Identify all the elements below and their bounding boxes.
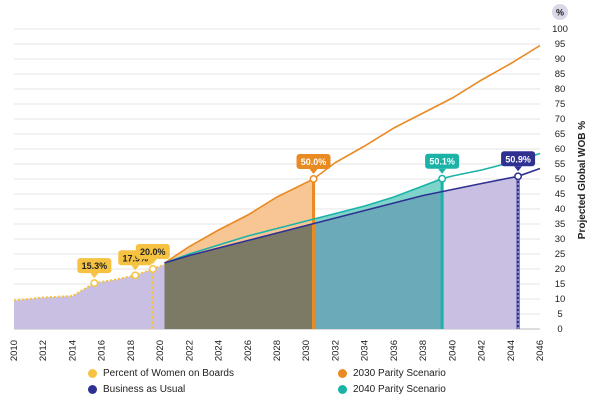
y-tick-label-30: 30	[555, 234, 566, 245]
y-tick-label-45: 45	[555, 189, 566, 200]
y-tick-label-70: 70	[555, 114, 566, 125]
legend-item-business-as-usual: Business as Usual	[88, 382, 185, 396]
data-label-pointer-2	[148, 259, 157, 264]
legend-label-2040-parity: 2040 Parity Scenario	[353, 383, 446, 395]
data-point-5	[514, 172, 523, 181]
y-tick-label-0: 0	[557, 324, 562, 335]
data-label-4: 50.1%	[429, 157, 455, 167]
y-tick-label-10: 10	[555, 294, 566, 305]
x-tick-label-2020: 2020	[155, 340, 166, 361]
data-label-box-3	[296, 154, 331, 169]
data-label-box-0	[77, 258, 112, 274]
x-tick-label-2034: 2034	[360, 340, 371, 361]
series-line-business-as-usual	[164, 167, 541, 264]
x-tick-label-2026: 2026	[243, 340, 254, 361]
y-tick-label-5: 5	[557, 309, 562, 320]
legend-item-women-on-boards: Percent of Women on Boards	[88, 366, 234, 380]
y-tick-label-80: 80	[555, 84, 566, 95]
x-tick-label-2028: 2028	[272, 340, 283, 361]
area-2040-parity	[313, 178, 443, 224]
x-tick-label-2018: 2018	[126, 340, 137, 361]
legend-swatch-women-on-boards	[88, 368, 97, 378]
area-bau-overlap-early	[164, 223, 314, 329]
x-tick-label-2032: 2032	[330, 340, 341, 361]
data-label-pointer-0	[90, 273, 99, 279]
data-point-3	[309, 175, 318, 183]
x-tick-label-2040: 2040	[447, 340, 458, 361]
x-tick-label-2010: 2010	[9, 340, 20, 361]
x-tick-label-2024: 2024	[214, 340, 225, 361]
data-label-0: 15.3%	[82, 261, 108, 271]
data-point-0	[90, 279, 99, 288]
y-tick-label-25: 25	[555, 249, 566, 260]
legend-swatch-2040-parity	[338, 384, 347, 394]
x-tick-label-2012: 2012	[38, 340, 49, 361]
data-label-pointer-4	[438, 168, 447, 174]
y-tick-label-40: 40	[555, 204, 566, 215]
area-historical	[14, 264, 165, 329]
data-point-1	[131, 271, 140, 280]
y-unit-label: %	[556, 8, 564, 18]
data-label-pointer-3	[309, 169, 318, 174]
x-tick-label-2022: 2022	[184, 340, 195, 361]
legend-item-2030-parity: 2030 Parity Scenario	[338, 366, 446, 380]
legend-label-2030-parity: 2030 Parity Scenario	[353, 367, 446, 379]
data-label-pointer-5	[514, 166, 523, 172]
y-tick-label-95: 95	[555, 39, 566, 50]
x-tick-label-2044: 2044	[506, 340, 517, 361]
y-unit-badge	[552, 4, 568, 20]
data-point-4	[438, 174, 447, 183]
y-tick-label-60: 60	[555, 144, 566, 155]
data-label-5: 50.9%	[505, 154, 531, 164]
legend-swatch-2030-parity	[338, 368, 347, 378]
x-tick-label-2036: 2036	[389, 340, 400, 361]
y-tick-label-55: 55	[555, 159, 566, 170]
data-label-box-5	[501, 151, 536, 167]
x-tick-label-2046: 2046	[535, 340, 546, 361]
data-label-box-4	[425, 153, 460, 169]
data-point-2	[148, 265, 157, 273]
area-business-as-usual	[442, 176, 519, 329]
legend-label-business-as-usual: Business as Usual	[103, 383, 186, 395]
data-label-box-2	[135, 244, 170, 259]
data-label-pointer-1	[131, 265, 140, 271]
series-line-2040-parity	[164, 152, 541, 264]
data-label-3: 50.0%	[301, 157, 327, 167]
area-bau-overlap-mid	[313, 191, 443, 329]
x-tick-label-2016: 2016	[97, 340, 108, 361]
y-tick-label-65: 65	[555, 129, 566, 140]
y-tick-label-35: 35	[555, 219, 566, 230]
legend-label-women-on-boards: Percent of Women on Boards	[103, 367, 234, 379]
y-tick-label-15: 15	[555, 279, 566, 290]
y-tick-label-20: 20	[555, 264, 566, 275]
y-tick-label-50: 50	[555, 174, 566, 185]
area-2030-parity	[164, 179, 314, 263]
x-tick-label-2038: 2038	[418, 340, 429, 361]
legend-item-2040-parity: 2040 Parity Scenario	[338, 382, 446, 396]
series-line-2030-parity	[164, 44, 541, 264]
y-tick-label-75: 75	[555, 99, 566, 110]
x-tick-label-2030: 2030	[301, 340, 312, 361]
y-tick-label-90: 90	[555, 54, 566, 65]
data-label-1: 17.9%	[123, 253, 149, 263]
y-tick-label-85: 85	[555, 69, 566, 80]
x-tick-label-2042: 2042	[477, 340, 488, 361]
x-tick-label-2014: 2014	[67, 340, 78, 361]
y-tick-label-100: 100	[552, 24, 568, 35]
chart-legend: Percent of Women on Boards Business as U…	[0, 362, 600, 400]
legend-swatch-business-as-usual	[88, 384, 97, 394]
data-label-2: 20.0%	[140, 247, 166, 257]
y-axis-label: Projected Global WOB %	[577, 121, 588, 239]
